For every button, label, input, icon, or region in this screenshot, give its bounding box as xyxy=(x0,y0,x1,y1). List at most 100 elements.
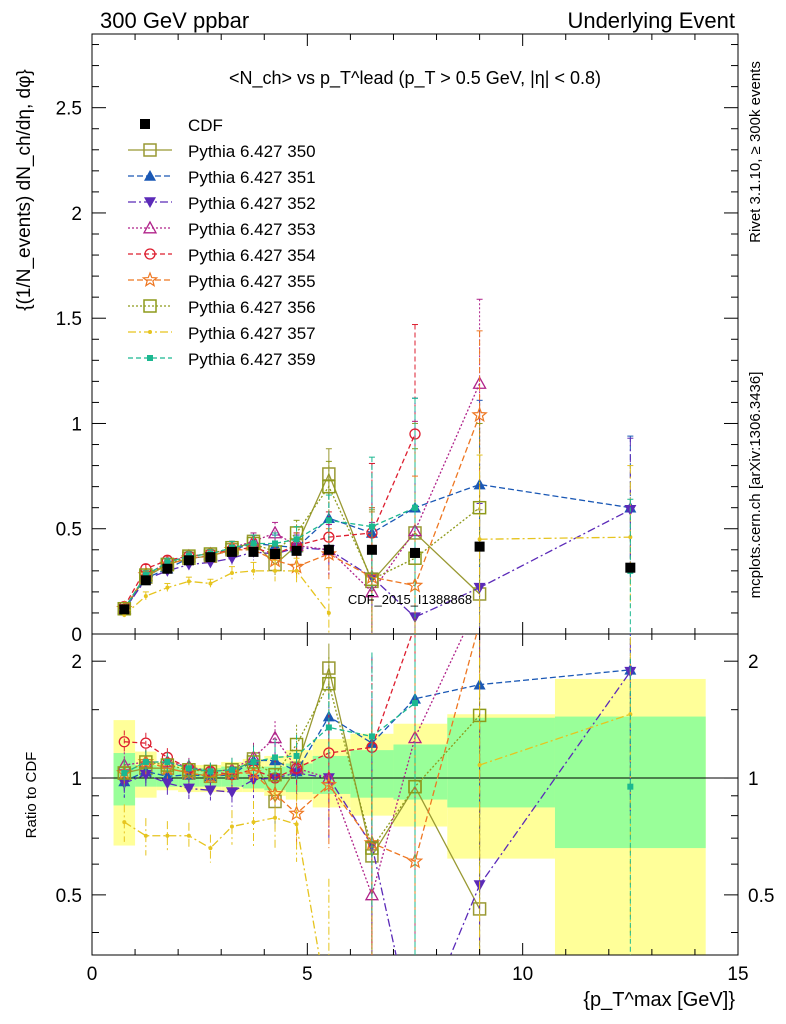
legend-entry-cdf: CDF xyxy=(140,116,223,135)
cdf-point xyxy=(323,544,334,555)
legend-marker xyxy=(143,143,157,157)
series-point xyxy=(251,568,256,573)
ratio-point xyxy=(627,783,634,790)
series-line xyxy=(123,483,631,611)
ratio-line xyxy=(124,671,631,955)
legend-label: Pythia 6.427 353 xyxy=(188,220,316,239)
series-point xyxy=(272,540,279,547)
legend-label: CDF xyxy=(188,116,223,135)
ratio-point xyxy=(628,712,633,717)
ratio-point xyxy=(225,787,238,799)
ratio-point xyxy=(185,765,192,772)
ratio-point xyxy=(186,833,191,838)
series-point xyxy=(628,535,633,540)
series-ratio-7 xyxy=(122,634,633,955)
ratio-line xyxy=(124,634,413,779)
axis-ticks: 0 5 10 15 0 0.5 1 1.5 2 2.5 0.5 0.5 1 1 2 2 xyxy=(56,34,774,985)
series-point xyxy=(229,570,234,575)
cdf-point xyxy=(291,545,302,556)
legend-marker xyxy=(142,220,158,234)
ratio-point xyxy=(228,766,235,773)
ratio-point xyxy=(293,752,300,759)
cdf-point xyxy=(205,552,216,563)
y-tick-label: 1 xyxy=(71,414,82,435)
data-series xyxy=(116,298,637,955)
legend-marker xyxy=(140,119,150,129)
series-point xyxy=(165,585,170,590)
cdf-point xyxy=(474,541,485,552)
series-point xyxy=(164,559,171,566)
cdf-point xyxy=(183,555,194,566)
ratio-point xyxy=(208,846,213,851)
ratio-point xyxy=(122,820,127,825)
ratio-tick-label: 2 xyxy=(71,652,82,673)
ratio-point xyxy=(320,776,338,792)
legend-entry-3: Pythia 6.427 353 xyxy=(128,220,316,239)
ratio-point xyxy=(143,833,148,838)
ratio-tick-label: 0.5 xyxy=(56,886,82,907)
series-top-7 xyxy=(121,454,634,634)
series-point xyxy=(294,568,299,573)
series-point xyxy=(477,537,482,542)
ratio-point xyxy=(477,763,482,768)
series-point xyxy=(412,504,418,511)
x-tick-label: 0 xyxy=(87,964,98,985)
legend-entry-0: Pythia 6.427 350 xyxy=(128,142,316,161)
series-point xyxy=(471,406,488,423)
series-point xyxy=(322,479,336,494)
legend-marker xyxy=(144,170,156,181)
y-tick-label: 2 xyxy=(71,204,82,225)
y-tick-label: 1.5 xyxy=(56,309,82,330)
ratio-point xyxy=(322,676,336,691)
legend-marker xyxy=(148,330,152,334)
ratio-line xyxy=(124,702,416,774)
ratio-point xyxy=(272,754,279,761)
series-point xyxy=(293,536,300,543)
header-left: 300 GeV ppbar xyxy=(100,8,249,33)
series-point xyxy=(273,568,278,573)
ratio-point xyxy=(325,724,332,731)
ratio-point xyxy=(473,678,486,690)
ratio-point xyxy=(161,778,174,790)
series-line xyxy=(123,570,330,616)
series-point xyxy=(320,545,338,562)
ratio-point xyxy=(140,737,152,749)
analysis-watermark: CDF_2015_I1388868 xyxy=(348,592,472,607)
reference-points xyxy=(119,541,636,615)
legend-label: Pythia 6.427 352 xyxy=(188,194,316,213)
legend-marker xyxy=(144,248,156,260)
legend-entry-5: Pythia 6.427 355 xyxy=(128,271,316,291)
legend-label: Pythia 6.427 350 xyxy=(188,142,316,161)
x-tick-label: 10 xyxy=(512,964,533,985)
ratio-line xyxy=(123,817,320,955)
ratio-point xyxy=(142,758,149,765)
x-axis-label: {p_T^max [GeV]} xyxy=(583,989,735,1011)
series-point xyxy=(186,579,191,584)
legend-label: Pythia 6.427 351 xyxy=(188,168,316,187)
cdf-point xyxy=(248,546,259,557)
legend: CDF Pythia 6.427 350 Pythia 6.427 351 Pythi… xyxy=(128,116,316,369)
ratio-point xyxy=(204,785,217,797)
series-point xyxy=(406,576,424,593)
cdf-point xyxy=(119,604,130,615)
header-right: Underlying Event xyxy=(567,8,735,33)
x-tick-label: 15 xyxy=(727,964,748,985)
ratio-point xyxy=(139,769,152,781)
chart-title: <N_ch> vs p_T^lead (p_T > 0.5 GeV, |η| <… xyxy=(229,68,601,89)
ratio-point xyxy=(294,822,299,827)
legend-marker xyxy=(144,197,156,208)
series-line xyxy=(479,536,631,540)
series-point xyxy=(250,540,257,547)
cdf-point xyxy=(270,549,281,559)
y-axis-label-bottom: Ratio to CDF xyxy=(23,752,40,839)
legend-label: Pythia 6.427 357 xyxy=(188,324,316,343)
cdf-point xyxy=(226,546,237,557)
series-ratio-8 xyxy=(121,634,634,955)
series-line xyxy=(123,414,481,610)
inner-band-bin xyxy=(447,717,555,808)
ratio-point xyxy=(164,758,171,765)
ratio-point xyxy=(273,815,278,820)
cdf-point xyxy=(366,544,377,555)
ratio-tick-label: 1 xyxy=(71,769,82,790)
ratio-point xyxy=(182,783,195,795)
